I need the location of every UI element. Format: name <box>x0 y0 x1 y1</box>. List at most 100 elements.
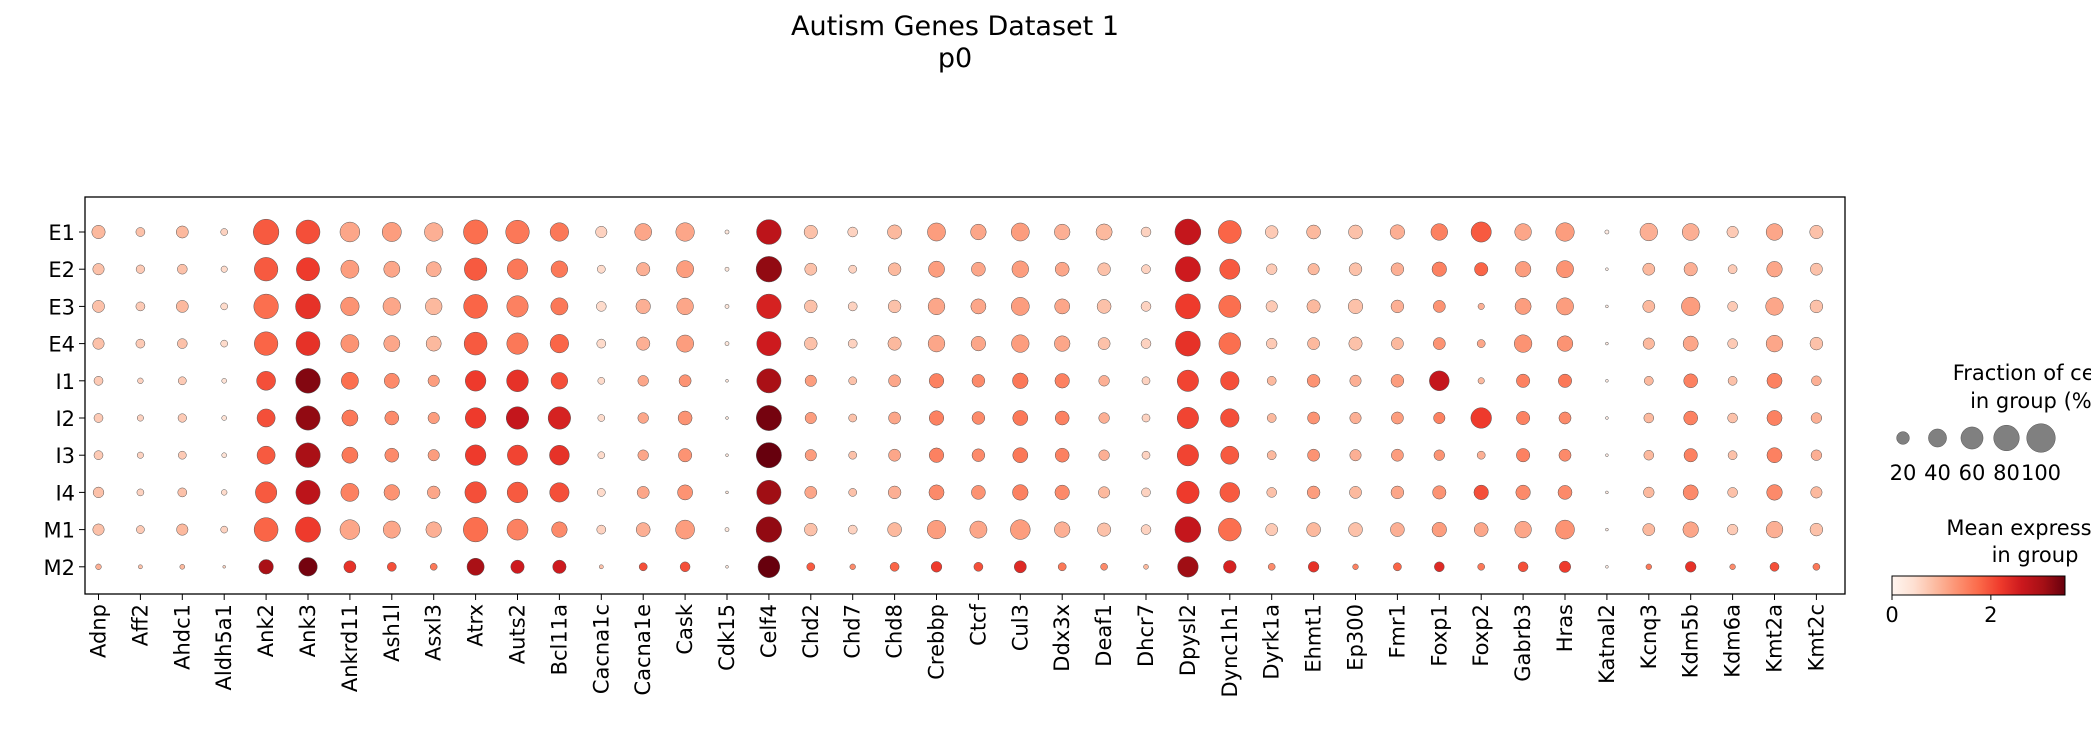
dot-M1-Katnal2 <box>1605 527 1609 532</box>
dot-M2-Crebbp <box>930 561 943 573</box>
x-tick-label: Dync1h1 <box>1218 604 1242 698</box>
dot-E3-Aldh5a1 <box>220 302 228 311</box>
dot-I4-Crebbp <box>928 484 945 501</box>
dot-M2-Foxp1 <box>1434 561 1445 573</box>
dot-M2-Foxp2 <box>1477 563 1485 571</box>
dot-I1-Auts2 <box>506 369 529 392</box>
dot-I2-Foxp1 <box>1433 412 1446 424</box>
dot-I1-Deaf1 <box>1098 375 1110 387</box>
dot-E4-Aff2 <box>135 338 146 349</box>
dot-I2-Atrx <box>465 407 487 429</box>
dot-I1-Bcl11a <box>550 372 568 390</box>
dot-E4-Crebbp <box>927 335 946 353</box>
dot-E4-Asxl3 <box>425 335 442 352</box>
dot-E4-Adnp <box>92 337 105 350</box>
dot-E1-Foxp2 <box>1470 221 1492 243</box>
dot-E2-Kcnq3 <box>1642 262 1656 276</box>
dot-E2-Deaf1 <box>1097 262 1111 276</box>
dot-E1-Kdm6a <box>1726 226 1739 238</box>
dot-I1-Fmr1 <box>1390 374 1405 388</box>
dot-I4-Deaf1 <box>1098 486 1111 499</box>
dot-E4-Ddx3x <box>1054 335 1071 352</box>
dot-E3-Kdm5b <box>1681 296 1701 316</box>
x-tick-label: Hras <box>1553 604 1577 652</box>
colorbar-tick-label: 2 <box>1984 603 1997 627</box>
dot-I3-Ep300 <box>1349 449 1362 462</box>
dot-M1-Atrx <box>463 517 489 543</box>
dot-E3-Dyrk1a <box>1265 300 1278 313</box>
dot-I1-Cask <box>678 374 692 388</box>
dot-M2-Dpysl2 <box>1177 556 1199 578</box>
dot-I4-Asxl3 <box>427 485 441 500</box>
dot-I4-Cask <box>677 484 693 501</box>
x-tick-label: Deaf1 <box>1092 604 1116 667</box>
dot-E1-Foxp1 <box>1430 223 1448 241</box>
x-tick-label: Aldh5a1 <box>212 604 236 690</box>
dot-I4-Auts2 <box>506 481 529 503</box>
x-tick-label: Ep300 <box>1344 604 1368 671</box>
x-tick-label: Foxp2 <box>1469 604 1493 667</box>
dot-I3-Auts2 <box>507 444 528 466</box>
dot-E2-Cdk15 <box>724 266 730 272</box>
dot-I1-Ankrd11 <box>341 371 359 390</box>
dot-E3-Crebbp <box>927 297 946 315</box>
dot-I4-Foxp1 <box>1432 485 1447 500</box>
dot-E1-Chd7 <box>847 226 858 238</box>
dot-I2-Ehmt1 <box>1307 411 1320 425</box>
dot-M2-Hras <box>1559 560 1571 573</box>
dot-M2-Auts2 <box>510 559 525 574</box>
dot-M2-Celf4 <box>757 555 781 578</box>
dot-E4-Auts2 <box>506 332 529 355</box>
dot-E3-Kmt2a <box>1765 297 1784 316</box>
dot-M2-Kmt2c <box>1812 563 1821 571</box>
y-tick-label: E3 <box>48 295 75 319</box>
dot-E2-Dpysl2 <box>1175 256 1201 283</box>
dot-M2-Ahdc1 <box>179 564 186 570</box>
dot-M1-Adnp <box>92 523 105 536</box>
dot-I4-Ank2 <box>255 481 278 504</box>
dot-M2-Ctcf <box>973 562 984 572</box>
dot-I2-Celf4 <box>756 405 782 431</box>
dot-E4-Foxp1 <box>1432 337 1446 350</box>
dot-E1-Gabrb3 <box>1514 223 1532 241</box>
colorbar-tick-label: 0 <box>1885 603 1898 627</box>
dot-E1-Ctcf <box>970 223 987 241</box>
x-tick-label: Cacna1e <box>631 604 655 696</box>
dot-I1-Cacna1e <box>637 375 649 387</box>
dot-I4-Ahdc1 <box>177 487 188 498</box>
dot-I1-Asxl3 <box>427 374 440 387</box>
dot-M1-Chd2 <box>804 522 818 537</box>
x-tick-label: Dpysl2 <box>1176 604 1200 676</box>
size-legend-label: 40 <box>1924 461 1951 485</box>
dot-M1-Kdm5b <box>1682 521 1699 538</box>
dot-E4-Kdm6a <box>1727 338 1738 349</box>
dot-E1-Hras <box>1555 222 1575 242</box>
dot-M2-Asxl3 <box>429 563 438 571</box>
plot-frame <box>84 196 1846 595</box>
dot-M2-Bcl11a <box>552 559 567 574</box>
x-tick-label: Ehmt1 <box>1302 604 1326 673</box>
dot-I4-Dyrk1a <box>1266 487 1277 498</box>
dot-I2-Aldh5a1 <box>221 415 227 421</box>
dot-E4-Chd7 <box>847 338 858 349</box>
dot-E1-Ank3 <box>295 219 321 245</box>
dot-I2-Ahdc1 <box>177 413 187 423</box>
dot-I2-Dhcr7 <box>1141 413 1151 423</box>
dot-I4-Ank3 <box>295 480 321 505</box>
dot-I4-Katnal2 <box>1605 490 1609 495</box>
dot-I1-Gabrb3 <box>1516 373 1531 388</box>
dot-I3-Kmt2c <box>1810 449 1823 461</box>
dot-I3-Dyrk1a <box>1266 450 1277 460</box>
dot-I3-Kdm6a <box>1727 450 1738 460</box>
dot-E2-Chd7 <box>848 264 857 274</box>
dot-I3-Cacna1e <box>637 449 649 461</box>
dot-E1-Celf4 <box>756 219 782 245</box>
dot-M2-Dhcr7 <box>1143 564 1149 570</box>
dot-I3-Deaf1 <box>1098 449 1110 461</box>
dot-E3-Bcl11a <box>550 297 569 316</box>
dot-I3-Ankrd11 <box>341 446 359 464</box>
size-legend-label: 60 <box>1959 461 1986 485</box>
dot-E4-Celf4 <box>756 331 782 356</box>
dot-M2-Katnal2 <box>1605 565 1609 569</box>
